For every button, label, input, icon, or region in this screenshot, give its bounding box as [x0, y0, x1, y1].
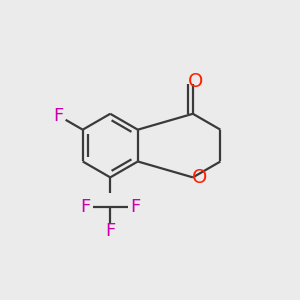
Text: F: F [53, 107, 64, 125]
Text: F: F [80, 198, 91, 216]
Text: F: F [105, 222, 116, 240]
Text: O: O [188, 72, 203, 91]
Text: F: F [130, 198, 140, 216]
Text: O: O [192, 168, 207, 187]
